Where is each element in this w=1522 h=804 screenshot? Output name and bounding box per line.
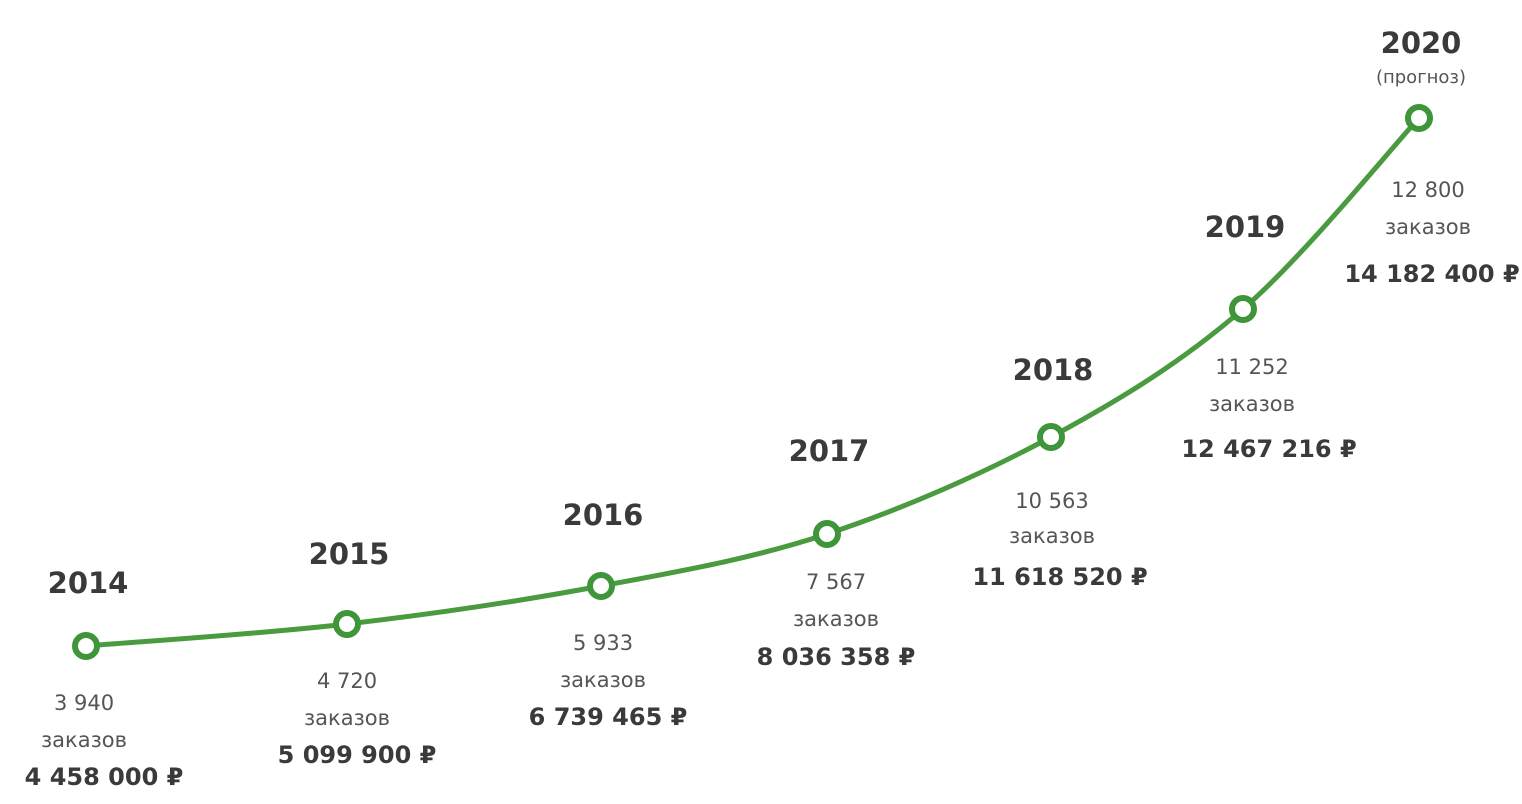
orders-unit: заказов xyxy=(793,607,879,631)
orders-unit: заказов xyxy=(304,706,390,730)
orders-count: 5 933 xyxy=(573,631,633,655)
orders-unit: заказов xyxy=(1385,215,1471,239)
revenue: 12 467 216 ₽ xyxy=(1181,435,1356,463)
year-label: 2020 xyxy=(1381,26,1462,60)
timeline-point xyxy=(1037,423,1065,451)
timeline-point xyxy=(1405,104,1433,132)
revenue: 5 099 900 ₽ xyxy=(278,741,437,769)
orders-unit: заказов xyxy=(41,728,127,752)
year-label: 2019 xyxy=(1205,210,1286,244)
year-label: 2015 xyxy=(309,537,390,571)
revenue: 6 739 465 ₽ xyxy=(529,703,688,731)
timeline-point xyxy=(813,520,841,548)
revenue: 14 182 400 ₽ xyxy=(1344,260,1519,288)
revenue: 8 036 358 ₽ xyxy=(757,643,916,671)
orders-unit: заказов xyxy=(1009,524,1095,548)
year-note: (прогноз) xyxy=(1376,67,1466,88)
orders-count: 7 567 xyxy=(806,570,866,594)
revenue: 4 458 000 ₽ xyxy=(25,763,184,791)
timeline-point xyxy=(587,572,615,600)
orders-count: 4 720 xyxy=(317,669,377,693)
year-label: 2018 xyxy=(1013,353,1094,387)
year-label: 2017 xyxy=(789,434,870,468)
year-label: 2016 xyxy=(563,498,644,532)
revenue: 11 618 520 ₽ xyxy=(972,563,1147,591)
timeline-point xyxy=(333,610,361,638)
orders-count: 12 800 xyxy=(1391,178,1464,202)
timeline-point xyxy=(1229,295,1257,323)
growth-curve xyxy=(83,115,1422,649)
orders-unit: заказов xyxy=(560,668,646,692)
timeline-point xyxy=(72,632,100,660)
orders-count: 3 940 xyxy=(54,691,114,715)
orders-count: 10 563 xyxy=(1015,489,1088,513)
orders-count: 11 252 xyxy=(1215,355,1288,379)
orders-unit: заказов xyxy=(1209,392,1295,416)
year-label: 2014 xyxy=(48,566,129,600)
